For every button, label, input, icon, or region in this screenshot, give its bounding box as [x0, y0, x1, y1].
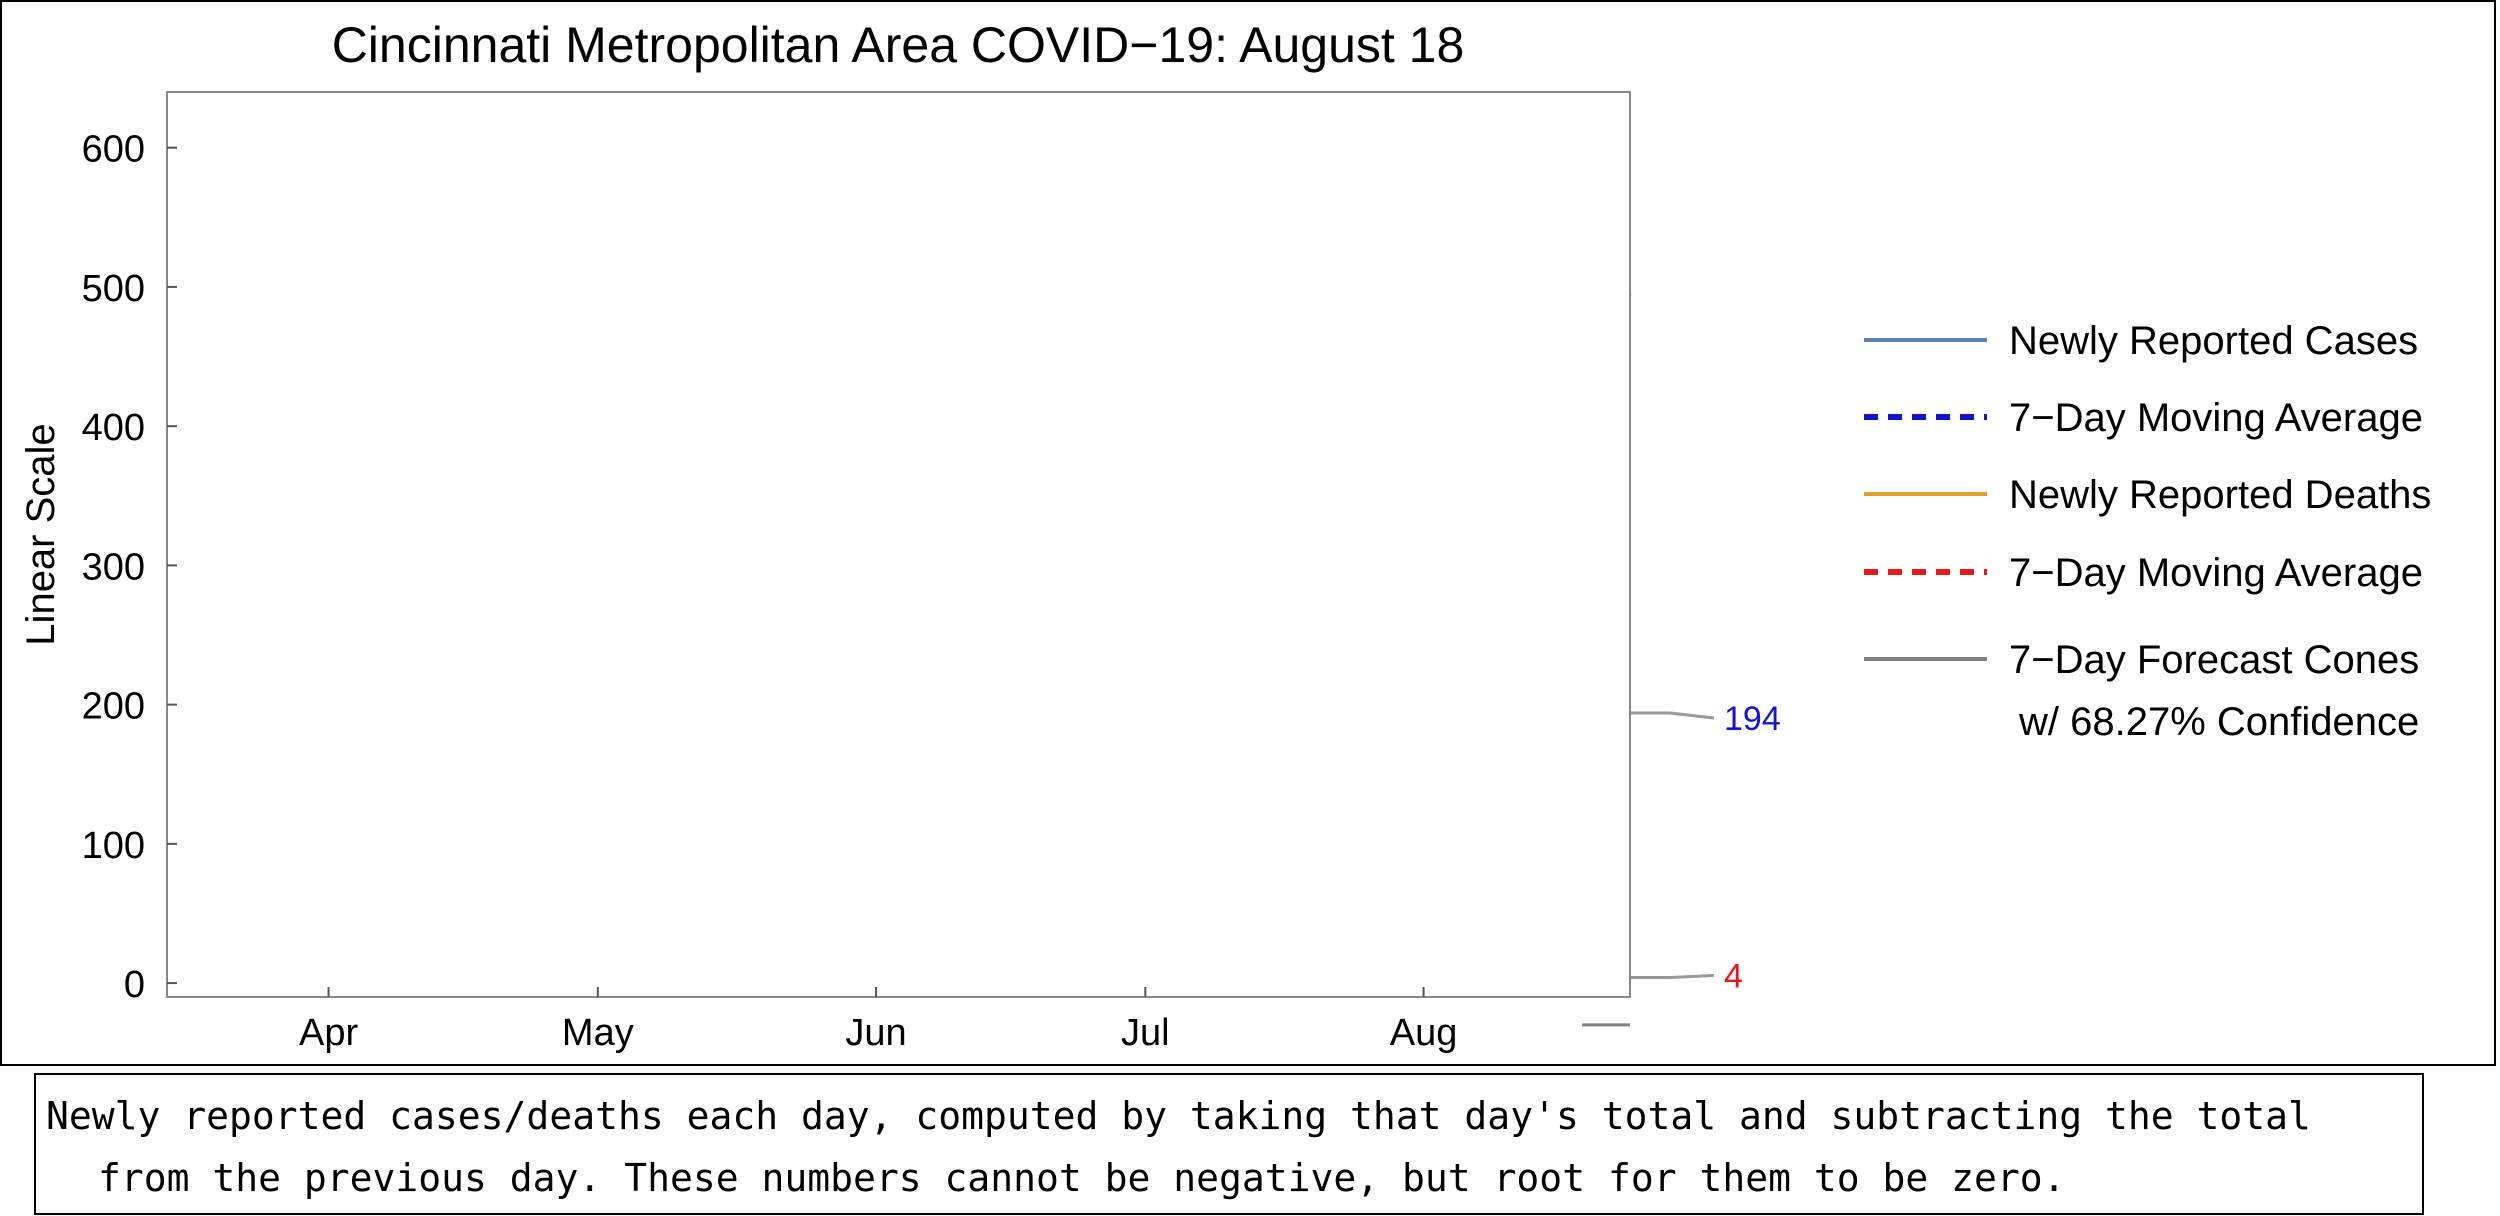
legend-label: Newly Reported Deaths — [2009, 473, 2431, 517]
y-tick-label: 200 — [82, 686, 145, 728]
x-tick-label: May — [562, 1012, 634, 1054]
y-tick-label: 300 — [82, 546, 145, 588]
annotation-label: 4 — [1724, 958, 1743, 996]
x-tick-label: Jun — [845, 1012, 906, 1054]
x-tick-label: Apr — [299, 1012, 358, 1054]
legend-label: 7−Day Forecast Cones — [2009, 638, 2419, 682]
y-tick-label: 500 — [82, 268, 145, 310]
annotation-label: 194 — [1724, 700, 1781, 738]
y-axis-label: Linear Scale — [19, 423, 63, 645]
plot-area — [166, 91, 1631, 998]
chart-frame: 0 100 200 300 400 500 600 Apr May Jun Jul Aug 194 4 Ci… — [0, 0, 2496, 1066]
legend-label-line2: w/ 68.27% Confidence — [2018, 700, 2419, 744]
y-tick-label: 0 — [124, 964, 145, 1006]
annotation-callout — [1630, 974, 1715, 980]
chart-plot: 0 100 200 300 400 500 600 Apr May Jun Jul Aug 194 4 Ci… — [19, 17, 2431, 1054]
caption-line-1: Newly reported cases/deaths each day, co… — [46, 1094, 2311, 1138]
legend-label: Newly Reported Cases — [2009, 319, 2418, 363]
x-tick-label: Aug — [1390, 1012, 1458, 1054]
x-tick-label: Jul — [1121, 1012, 1170, 1054]
y-tick-label: 600 — [82, 129, 145, 171]
legend-label: 7−Day Moving Average — [2009, 551, 2423, 595]
caption-line-2: from the previous day. These numbers can… — [98, 1156, 2066, 1200]
caption-box: Newly reported cases/deaths each day, co… — [34, 1073, 2424, 1215]
y-tick-label: 100 — [82, 825, 145, 867]
legend-label: 7−Day Moving Average — [2009, 396, 2423, 440]
chart-title: Cincinnati Metropolitan Area COVID−19: A… — [332, 17, 1465, 73]
y-tick-label: 400 — [82, 407, 145, 449]
annotation-callout — [1630, 711, 1715, 720]
